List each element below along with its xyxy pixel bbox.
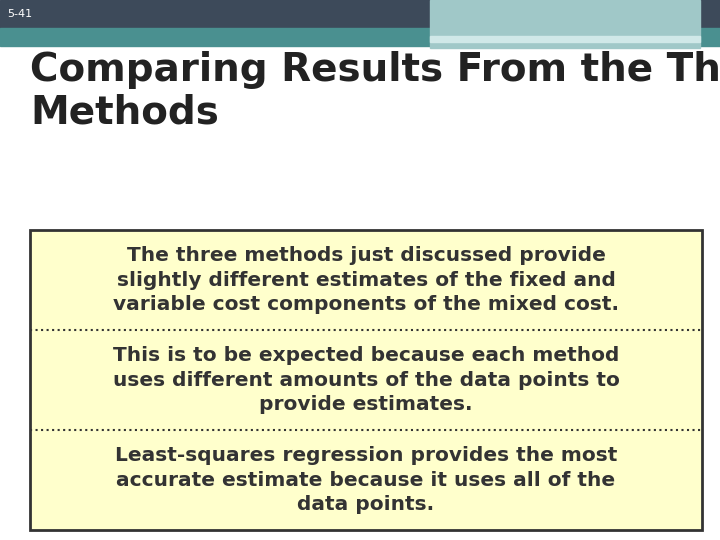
Text: This is to be expected because each method
uses different amounts of the data po: This is to be expected because each meth… (112, 346, 619, 414)
Text: 5-41: 5-41 (7, 9, 32, 19)
FancyBboxPatch shape (30, 230, 702, 530)
Text: Least-squares regression provides the most
accurate estimate because it uses all: Least-squares regression provides the mo… (114, 446, 617, 514)
Text: The three methods just discussed provide
slightly different estimates of the fix: The three methods just discussed provide… (113, 246, 619, 314)
Bar (430, 0, 700, 48)
Bar (0, 28, 720, 46)
Text: Comparing Results From the Three
Methods: Comparing Results From the Three Methods (30, 51, 720, 132)
Bar (0, 0, 720, 28)
Bar (430, 36, 700, 42)
